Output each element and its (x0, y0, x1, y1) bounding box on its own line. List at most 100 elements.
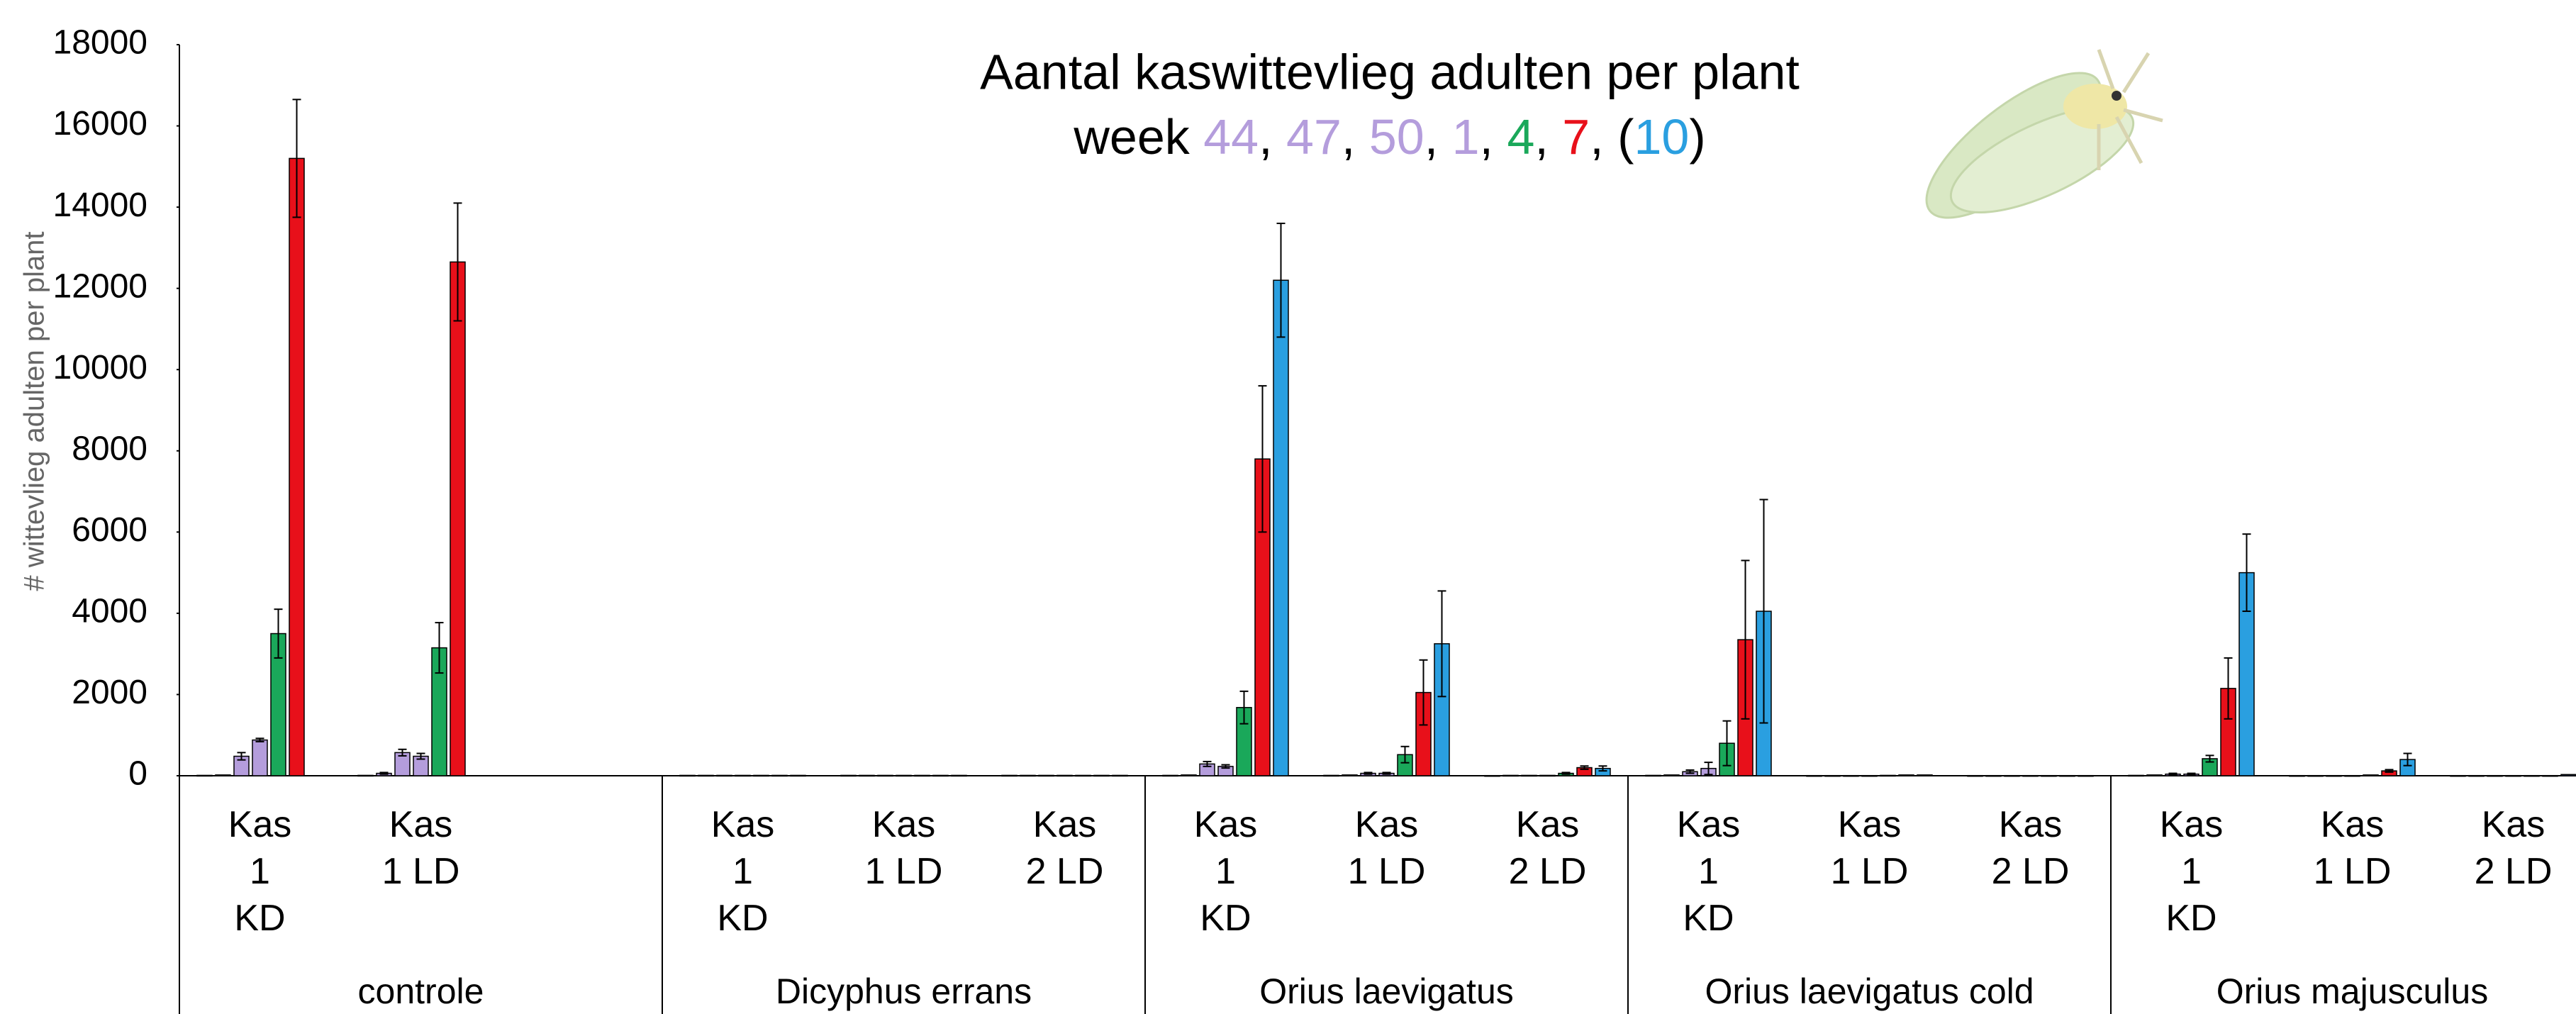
bar (1112, 774, 1128, 777)
error-bar (379, 771, 389, 775)
y-tick-label: 2000 (72, 674, 147, 711)
bar (1323, 774, 1339, 777)
error-bar (1437, 590, 1446, 698)
bar (1342, 774, 1358, 776)
legend-prefix: week (1073, 109, 1203, 165)
bar (1898, 774, 1914, 776)
error-bar (1580, 765, 1589, 770)
legend-separator: , (1534, 109, 1562, 165)
error-bar (1364, 771, 1373, 775)
body (2063, 84, 2127, 129)
legend-entry: 7 (1562, 109, 1590, 165)
error-bar (1382, 771, 1391, 775)
bar (1273, 279, 1289, 776)
error-bar (1759, 498, 1768, 724)
y-tick-label: 4000 (72, 593, 147, 630)
error-bar (416, 752, 425, 760)
category-label: Kas 1 LD (864, 804, 943, 892)
bar (771, 774, 788, 777)
error-bar (1561, 771, 1571, 775)
error-bar (1722, 720, 1732, 767)
y-tick-label: 14000 (53, 186, 147, 224)
error-bar (453, 202, 462, 322)
insect-icon (1925, 49, 2163, 219)
legend-separator: , (1342, 109, 1369, 165)
bar (877, 774, 893, 777)
category-label: Kas 1 KD (1676, 804, 1741, 939)
bar (1521, 774, 1537, 777)
y-tick-label: 0 (128, 755, 147, 793)
category-label: Kas 1 KD (2159, 804, 2224, 939)
error-bar (1704, 762, 1713, 776)
group-label: Orius laevigatus (1259, 971, 1514, 1011)
y-tick-label: 6000 (72, 511, 147, 549)
legend-separator: , (1590, 109, 1617, 165)
error-bar (274, 608, 283, 659)
error-bar (1741, 559, 1750, 720)
error-bar (1221, 764, 1230, 769)
legend-bracket: ( (1617, 109, 1634, 165)
error-bar (1419, 659, 1428, 726)
bar (679, 774, 696, 777)
legend-separator: , (1480, 109, 1507, 165)
bar (1093, 774, 1110, 777)
bar (215, 774, 231, 776)
legend-entry: 1 (1452, 109, 1480, 165)
error-bar (1203, 760, 1212, 767)
category-label: Kas 1 LD (1830, 804, 1909, 892)
y-tick-label: 8000 (72, 430, 147, 467)
error-bar (2205, 754, 2214, 763)
y-tick-label: 16000 (53, 105, 147, 143)
error-bar (2168, 772, 2178, 776)
group-label: Dicyphus errans (776, 971, 1032, 1011)
bar (1020, 774, 1036, 777)
error-bar (2403, 752, 2412, 767)
bar (1663, 774, 1680, 776)
error-bar (237, 752, 246, 761)
y-tick-label: 18000 (53, 24, 147, 62)
legend-entry: 10 (1634, 109, 1689, 165)
bar (450, 261, 466, 776)
category-label: Kas 2 LD (2474, 804, 2553, 892)
legend-entry: 50 (1369, 109, 1424, 165)
bar (357, 774, 374, 777)
category-label: Kas 2 LD (1025, 804, 1104, 892)
bar (1075, 774, 1091, 777)
legend-bracket: ) (1689, 109, 1705, 165)
legend: week 44, 47, 50, 1, 4, 7, (10) (1073, 109, 1705, 165)
error-bar (255, 737, 264, 742)
y-axis-label: # wittevlieg adulten per plant (19, 232, 50, 591)
bar (1038, 774, 1054, 777)
bar (2363, 774, 2379, 776)
bar (790, 774, 806, 777)
bar (252, 739, 268, 776)
bar (735, 774, 751, 777)
bar (1181, 774, 1197, 776)
legend-separator: , (1259, 109, 1286, 165)
bar (2146, 774, 2163, 776)
category-label: Kas 1 LD (381, 804, 460, 892)
bar (1645, 774, 1661, 777)
category-label: Kas 1 KD (228, 804, 292, 939)
legend-entry: 4 (1507, 109, 1534, 165)
error-bar (1276, 223, 1286, 338)
bar (896, 774, 912, 777)
y-tick-label: 12000 (53, 267, 147, 305)
bar (1539, 774, 1556, 777)
eye (2112, 91, 2121, 101)
category-label: Kas 1 LD (2313, 804, 2392, 892)
error-bar (2224, 657, 2233, 720)
wing (1949, 105, 2135, 214)
bar (859, 774, 875, 777)
bar (753, 774, 769, 777)
y-tick-label: 10000 (53, 349, 147, 386)
category-label: Kas 2 LD (1991, 804, 2070, 892)
error-bar (2385, 769, 2394, 773)
bar (1162, 774, 1178, 777)
bar (1502, 774, 1519, 777)
error-bar (1258, 385, 1267, 533)
error-bar (1400, 745, 1410, 764)
group-label: Orius majusculus (2217, 971, 2488, 1011)
